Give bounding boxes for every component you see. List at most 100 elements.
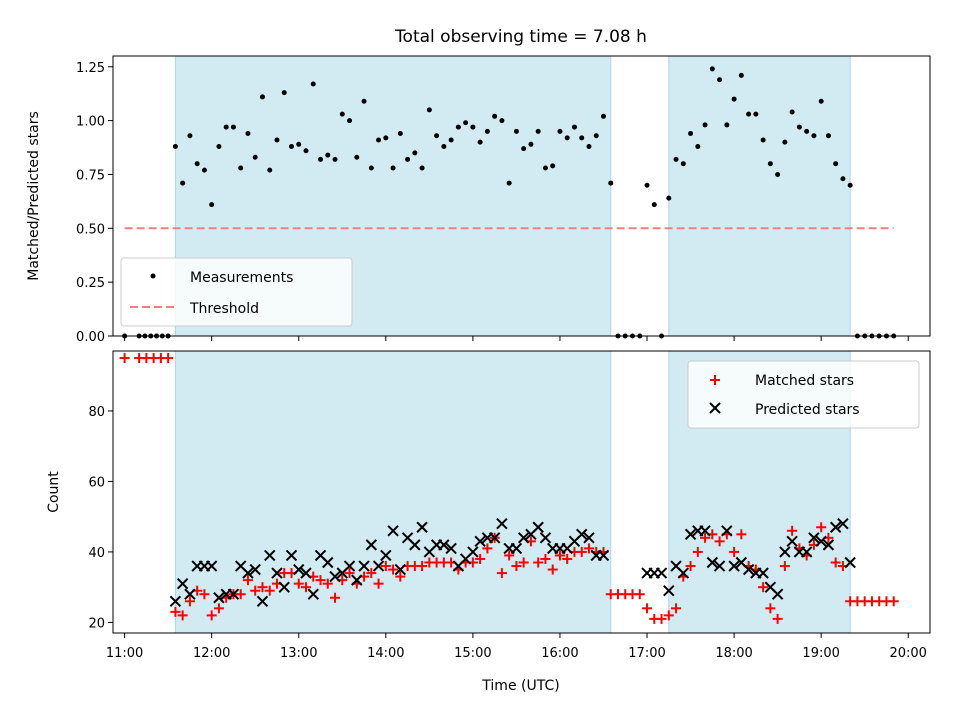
measurement-point <box>172 143 178 149</box>
measurement-point <box>332 156 338 162</box>
matched-star-point <box>199 589 210 600</box>
top-plot-frame <box>112 55 931 337</box>
measurement-point <box>412 150 418 156</box>
measurement-point <box>513 128 519 134</box>
measurement-point <box>281 90 287 96</box>
measurement-point <box>209 202 215 208</box>
x-tick-label: 20:00 <box>889 646 926 661</box>
matched-star-point <box>344 568 355 579</box>
predicted-star-point <box>169 595 182 607</box>
matched-star-point <box>242 575 253 586</box>
x-tick-label: 14:00 <box>367 646 404 661</box>
top-y-tick-label: 0.50 <box>76 222 105 237</box>
measurement-point <box>419 165 425 171</box>
matched-star-point <box>170 606 181 617</box>
matched-star-point <box>213 603 224 614</box>
x-tick-label: 19:00 <box>802 646 839 661</box>
top-y-tick-label: 0.75 <box>76 168 105 183</box>
measurement-point <box>600 113 606 119</box>
measurement-point <box>557 128 563 134</box>
measurement-point <box>782 139 788 145</box>
measurement-point <box>775 171 781 177</box>
predicted-star-point <box>438 539 450 551</box>
predicted-star-point <box>416 521 428 533</box>
matched-star-point <box>671 603 682 614</box>
predicted-star-point <box>227 588 240 600</box>
predicted-star-point <box>539 532 552 544</box>
measurement-point <box>463 120 469 126</box>
top-y-tick-label: 0.25 <box>76 276 105 291</box>
top-legend-box <box>120 257 353 327</box>
measurement-point <box>194 161 200 167</box>
matched-star-point <box>583 543 594 554</box>
measurement-point <box>434 133 440 139</box>
matched-star-point <box>692 546 703 557</box>
top-legend: Measurements Threshold <box>120 257 353 327</box>
predicted-star-point <box>467 546 479 558</box>
measurement-point <box>484 128 490 134</box>
matched-star-point <box>504 550 515 561</box>
predicted-star-point <box>757 567 769 579</box>
measurement-point <box>506 180 512 186</box>
predicted-star-point <box>322 556 334 569</box>
predicted-star-point <box>583 532 595 544</box>
predicted-star-point <box>496 518 508 530</box>
measurement-point <box>521 146 527 152</box>
matched-star-point <box>736 529 747 540</box>
predicted-star-point <box>517 532 530 544</box>
measurement-point <box>187 133 193 139</box>
measurement-point <box>267 167 273 173</box>
measurements-legend-marker <box>150 273 156 279</box>
matched-star-point <box>663 610 674 621</box>
matched-star-point <box>373 578 384 589</box>
matched-star-point <box>301 582 312 593</box>
matched-star-point <box>547 564 558 575</box>
matched-star-point <box>518 557 529 568</box>
measurement-point <box>767 161 773 167</box>
matched-star-point <box>816 522 827 533</box>
count-points <box>119 353 899 624</box>
predicted-star-point <box>300 567 312 579</box>
matched-star-point <box>322 578 333 589</box>
predicted-star-point <box>829 521 842 533</box>
predicted-star-point <box>837 518 849 530</box>
predicted-star-point <box>771 588 784 600</box>
matched-star-point <box>700 532 711 543</box>
measurement-point <box>564 135 570 141</box>
predicted-star-point <box>663 584 675 597</box>
matched-star-point <box>315 575 326 586</box>
matched-star-point <box>293 578 304 589</box>
measurement-point <box>847 182 853 188</box>
matched-star-point <box>496 568 507 579</box>
measurement-point <box>405 156 411 162</box>
measurement-point <box>644 182 650 188</box>
matched-star-point <box>656 613 667 624</box>
matched-star-point <box>264 585 275 596</box>
measurement-point <box>310 81 316 87</box>
predicted-star-point <box>677 567 690 579</box>
measurement-point <box>296 141 302 147</box>
x-tick-label: 13:00 <box>280 646 317 661</box>
matched-star-point <box>642 603 653 614</box>
top-y-tick-label: 1.00 <box>76 115 105 130</box>
measurement-point <box>695 143 701 149</box>
predicted-star-point <box>786 535 798 548</box>
bottom-legend: Matched stars Predicted stars <box>687 360 920 429</box>
matched-star-point <box>533 557 544 568</box>
predicted-star-point <box>474 535 486 548</box>
matched-star-point <box>475 553 486 564</box>
measurement-point <box>760 137 766 143</box>
predicted-star-point <box>844 556 856 569</box>
matched-star-point <box>714 536 725 547</box>
matched-star-point <box>888 596 899 607</box>
measurement-point <box>738 72 744 78</box>
measurements-legend-label: Measurements <box>190 270 293 286</box>
measurement-point <box>717 77 723 83</box>
predicted-star-point <box>242 567 254 579</box>
measurement-point <box>252 154 258 160</box>
matched-star-point <box>634 589 645 600</box>
measurement-point <box>688 131 694 137</box>
measurement-point <box>666 195 672 201</box>
predicted-star-point <box>779 546 791 558</box>
predicted-star-point <box>822 539 835 551</box>
